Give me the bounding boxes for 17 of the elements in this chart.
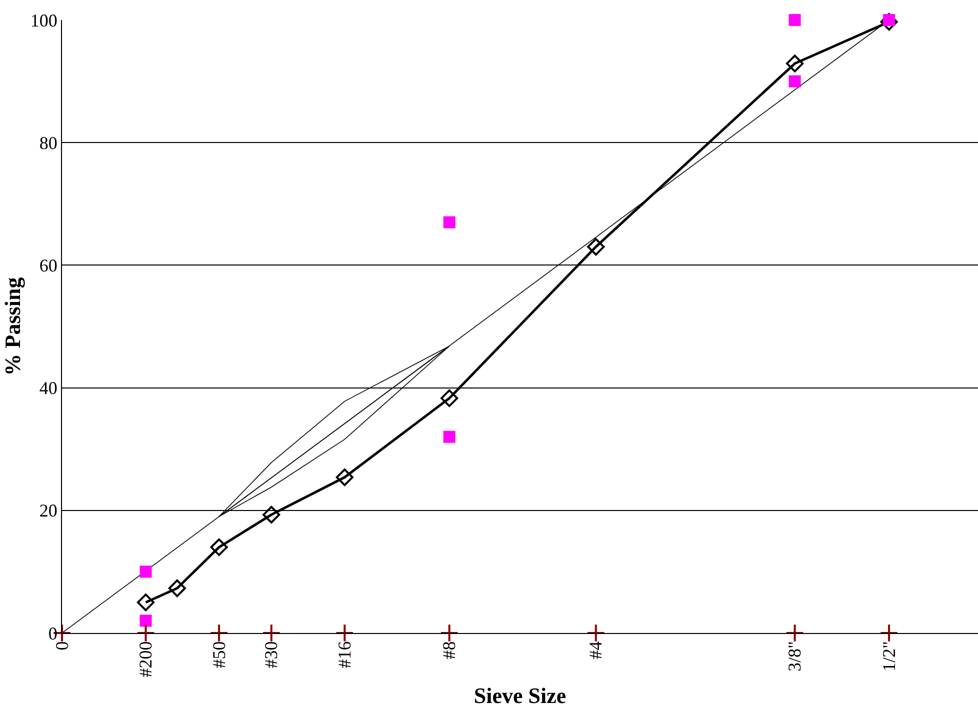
x-tick-label: 1/2" (878, 641, 899, 672)
x-tick-label: #16 (334, 641, 354, 668)
x-tick-label: #8 (439, 641, 460, 660)
x-tick-label: #30 (261, 641, 282, 668)
y-tick-label: 80 (39, 132, 58, 153)
y-tick-label: 0 (48, 623, 58, 644)
x-tick-label: #4 (586, 641, 606, 660)
x-tick-label: 3/8" (784, 641, 805, 672)
y-tick-label: 40 (39, 378, 58, 398)
x-tick-label: #50 (208, 641, 229, 668)
x-tick-label: 0 (52, 641, 72, 650)
x-axis-title: Sieve Size (474, 683, 566, 708)
y-tick-label: 60 (39, 256, 58, 276)
y-tick-label: 20 (39, 500, 58, 521)
y-tick-label: 100 (30, 10, 58, 30)
y-axis-title: % Passing (0, 277, 25, 376)
x-tick-label: #200 (136, 641, 156, 678)
